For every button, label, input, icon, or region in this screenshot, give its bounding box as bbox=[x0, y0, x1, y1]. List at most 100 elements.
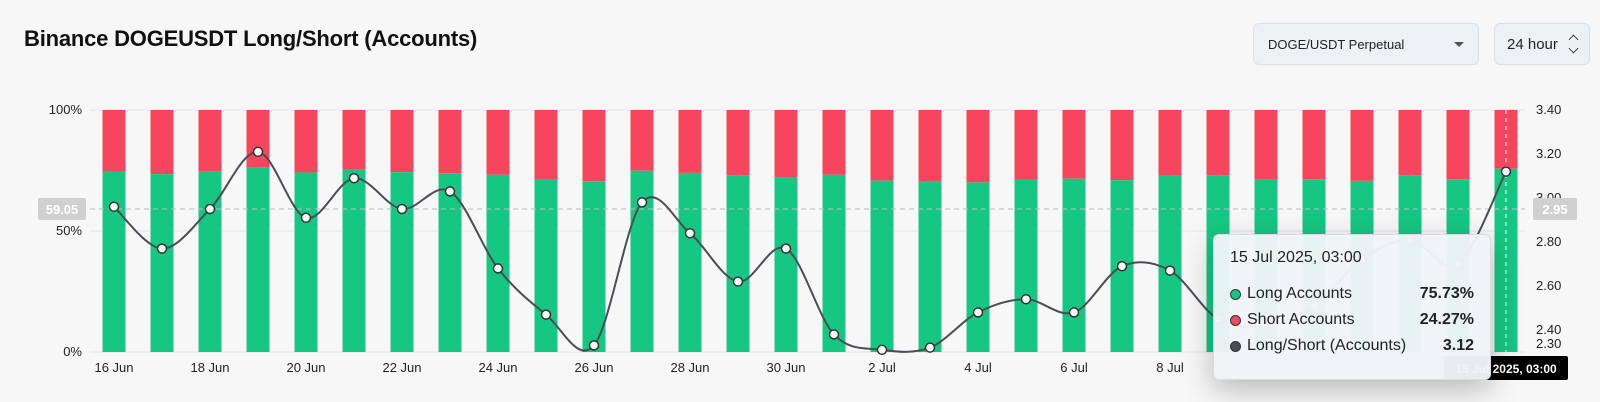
ratio-point bbox=[252, 146, 264, 158]
ratio-point bbox=[540, 309, 552, 320]
short-bar bbox=[870, 110, 894, 181]
short-bar bbox=[1302, 110, 1326, 180]
short-bar bbox=[678, 110, 702, 173]
ratio-point bbox=[636, 197, 648, 208]
short-bar bbox=[1254, 110, 1278, 180]
x-axis-tick: 28 Jun bbox=[670, 360, 709, 375]
crosshair-left-label: 59.05 bbox=[46, 202, 79, 217]
ratio-point bbox=[204, 203, 216, 215]
x-axis-tick: 16 Jun bbox=[94, 360, 133, 375]
ratio-point bbox=[108, 201, 120, 213]
right-axis-tick: 2.40 bbox=[1536, 322, 1561, 337]
short-bar bbox=[198, 110, 222, 172]
short-dot-icon bbox=[1230, 314, 1241, 326]
short-bar bbox=[342, 110, 366, 170]
tooltip-long-label: Long Accounts bbox=[1247, 285, 1352, 302]
long-bar bbox=[1494, 168, 1518, 352]
tooltip-short-label: Short Accounts bbox=[1247, 311, 1355, 328]
long-bar bbox=[1062, 178, 1086, 352]
ratio-point bbox=[1500, 166, 1512, 177]
short-bar bbox=[822, 110, 846, 175]
short-bar bbox=[390, 110, 414, 173]
short-bar bbox=[1350, 110, 1374, 181]
interval-select-label: 24 hour bbox=[1507, 35, 1558, 53]
ratio-point bbox=[1116, 260, 1128, 272]
tooltip-ratio-label: Long/Short (Accounts) bbox=[1247, 337, 1407, 354]
long-bar bbox=[390, 172, 414, 352]
short-bar bbox=[918, 110, 942, 182]
long-bar bbox=[438, 173, 462, 352]
ratio-point bbox=[1164, 265, 1176, 276]
long-bar bbox=[534, 178, 558, 352]
x-axis-tick: 8 Jul bbox=[1156, 360, 1184, 375]
ratio-point bbox=[876, 344, 888, 356]
x-axis-tick: 22 Jun bbox=[382, 360, 421, 375]
long-bar bbox=[246, 167, 270, 352]
short-bar bbox=[1014, 110, 1038, 180]
ratio-point bbox=[684, 227, 696, 239]
short-bar bbox=[486, 110, 510, 175]
short-bar bbox=[150, 110, 174, 175]
tooltip-date: 15 Jul 2025, 03:00 bbox=[1230, 249, 1362, 266]
short-bar bbox=[1398, 110, 1422, 176]
short-bar bbox=[1494, 110, 1518, 169]
pair-select-label: DOGE/USDT Perpetual bbox=[1268, 36, 1405, 52]
tooltip-ratio-value: 3.12 bbox=[1442, 337, 1474, 354]
long-bar bbox=[774, 177, 798, 352]
long-bar bbox=[678, 172, 702, 352]
tooltip-row-short: Short Accounts 24.27% bbox=[1230, 307, 1474, 333]
long-dot-icon bbox=[1230, 288, 1241, 300]
crosshair-right-label: 2.95 bbox=[1542, 202, 1567, 217]
short-bar bbox=[582, 110, 606, 182]
interval-select[interactable]: 24 hour bbox=[1494, 23, 1590, 65]
long-bar bbox=[294, 172, 318, 352]
long-bar bbox=[150, 174, 174, 352]
long-bar bbox=[198, 171, 222, 352]
ratio-point bbox=[588, 340, 600, 351]
x-axis-tick: 6 Jul bbox=[1060, 360, 1088, 375]
short-bar bbox=[774, 110, 798, 178]
long-bar bbox=[726, 175, 750, 352]
ratio-point bbox=[924, 342, 936, 353]
tooltip-row-long: Long Accounts 75.73% bbox=[1230, 281, 1474, 307]
short-bar bbox=[102, 110, 126, 172]
long-bar bbox=[582, 181, 606, 352]
long-bar bbox=[918, 181, 942, 352]
right-axis-tick: 2.30 bbox=[1536, 336, 1561, 351]
ratio-point bbox=[732, 276, 744, 287]
ratio-point bbox=[396, 203, 408, 215]
right-axis-tick: 2.60 bbox=[1536, 278, 1561, 293]
x-axis-tick: 30 Jun bbox=[766, 360, 805, 375]
short-bar bbox=[630, 110, 654, 171]
pair-select[interactable]: DOGE/USDT Perpetual bbox=[1253, 23, 1479, 65]
right-axis-tick: 2.80 bbox=[1536, 234, 1561, 249]
short-bar bbox=[966, 110, 990, 183]
x-axis-tick: 2 Jul bbox=[868, 360, 896, 375]
left-axis-tick: 0% bbox=[63, 344, 82, 359]
tooltip-row-ratio: Long/Short (Accounts) 3.12 bbox=[1230, 333, 1474, 359]
ratio-point bbox=[492, 263, 504, 274]
long-bar bbox=[966, 182, 990, 352]
short-bar bbox=[726, 110, 750, 176]
long-bar bbox=[870, 180, 894, 352]
x-axis-tick: 20 Jun bbox=[286, 360, 325, 375]
long-bar bbox=[1158, 175, 1182, 352]
short-bar bbox=[1446, 110, 1470, 180]
chart-tooltip: 15 Jul 2025, 03:00 Long Accounts 75.73% … bbox=[1213, 234, 1491, 380]
x-axis-tick: 26 Jun bbox=[574, 360, 613, 375]
short-bar bbox=[534, 110, 558, 179]
long-bar bbox=[822, 174, 846, 352]
ratio-point bbox=[156, 243, 168, 254]
short-bar bbox=[438, 110, 462, 174]
long-bar bbox=[1014, 179, 1038, 352]
long-bar bbox=[102, 171, 126, 352]
short-bar bbox=[1062, 110, 1086, 179]
ratio-point bbox=[444, 186, 456, 197]
page-title: Binance DOGEUSDT Long/Short (Accounts) bbox=[24, 26, 478, 51]
left-axis-tick: 100% bbox=[49, 102, 83, 117]
crosshair-right-badge bbox=[1533, 198, 1577, 220]
long-bar bbox=[630, 170, 654, 352]
right-axis-tick: 3.20 bbox=[1536, 146, 1561, 161]
short-bar bbox=[1110, 110, 1134, 181]
